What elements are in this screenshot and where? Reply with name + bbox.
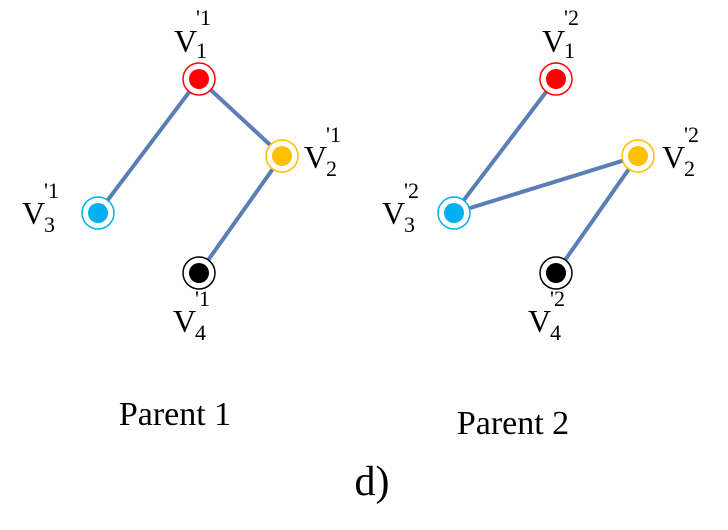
node-p2-v4	[539, 256, 573, 290]
svg-text:'2: '2	[684, 122, 699, 147]
svg-text:'1: '1	[44, 178, 59, 203]
svg-text:V: V	[22, 195, 45, 231]
label-p1-v2: V '1 2	[304, 122, 341, 181]
svg-text:2: 2	[684, 156, 695, 181]
svg-text:4: 4	[195, 320, 206, 345]
svg-text:2: 2	[326, 156, 337, 181]
node-p1-v3	[81, 196, 115, 230]
svg-text:V: V	[304, 139, 327, 175]
svg-text:'1: '1	[196, 5, 211, 30]
parent2-graph: V '2 1 V '2 2 V '2 3 V '2 4 Parent 2	[382, 5, 699, 442]
svg-text:1: 1	[196, 38, 207, 63]
label-p1-v1: V '1 1	[174, 5, 211, 63]
svg-text:4: 4	[550, 320, 561, 345]
node-p2-v2	[621, 139, 655, 173]
edge-p1-v1-v2	[197, 77, 284, 158]
node-p2-v3	[437, 196, 471, 230]
edge-p2-v1-v3	[452, 77, 558, 215]
svg-text:V: V	[174, 23, 197, 59]
parent1-caption: Parent 1	[119, 396, 231, 433]
svg-text:V: V	[542, 23, 565, 59]
parent1-graph: V '1 1 V '1 2 V '1 3 V '1 4 Parent 1	[22, 5, 341, 433]
edge-p1-v1-v3	[96, 77, 201, 215]
svg-text:'2: '2	[550, 286, 565, 311]
svg-text:'2: '2	[404, 178, 419, 203]
svg-text:V: V	[662, 139, 685, 175]
svg-text:3: 3	[404, 212, 415, 237]
svg-text:'1: '1	[195, 286, 210, 311]
label-p1-v3: V '1 3	[22, 178, 59, 237]
label-p2-v2: V '2 2	[662, 122, 699, 181]
svg-text:'2: '2	[564, 5, 579, 30]
node-p1-v2	[265, 139, 299, 173]
svg-text:V: V	[173, 303, 196, 339]
panel-label: d)	[355, 459, 390, 505]
svg-text:3: 3	[44, 212, 55, 237]
label-p2-v1: V '2 1	[542, 5, 579, 63]
edge-p1-v2-v4	[197, 154, 284, 275]
node-p1-v1	[182, 62, 216, 96]
label-p2-v3: V '2 3	[382, 178, 419, 237]
svg-text:V: V	[528, 303, 551, 339]
edge-p2-v3-v2	[452, 154, 640, 215]
label-p1-v4: V '1 4	[173, 286, 210, 345]
svg-text:V: V	[382, 195, 405, 231]
node-p1-v4	[182, 256, 216, 290]
svg-text:1: 1	[564, 38, 575, 63]
label-p2-v4: V '2 4	[528, 286, 565, 345]
edge-p2-v2-v4	[554, 154, 640, 275]
parent2-caption: Parent 2	[457, 405, 569, 442]
svg-text:'1: '1	[326, 122, 341, 147]
node-p2-v1	[539, 62, 573, 96]
